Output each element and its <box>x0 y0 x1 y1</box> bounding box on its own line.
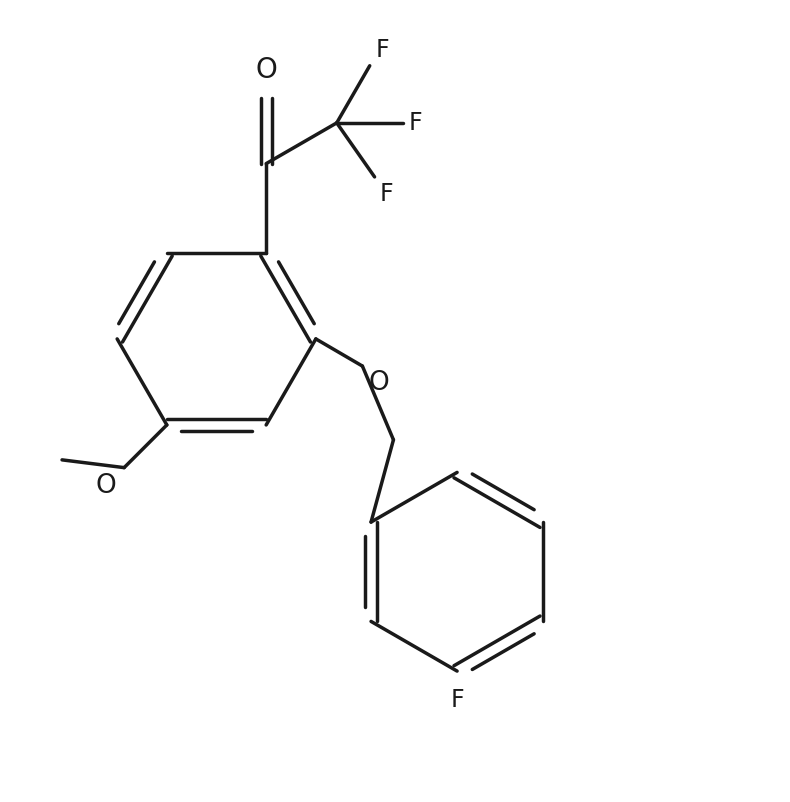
Text: F: F <box>450 688 464 712</box>
Text: O: O <box>369 370 389 396</box>
Text: O: O <box>255 55 277 83</box>
Text: F: F <box>376 38 389 62</box>
Text: F: F <box>380 182 393 206</box>
Text: F: F <box>409 111 423 135</box>
Text: O: O <box>96 473 116 499</box>
